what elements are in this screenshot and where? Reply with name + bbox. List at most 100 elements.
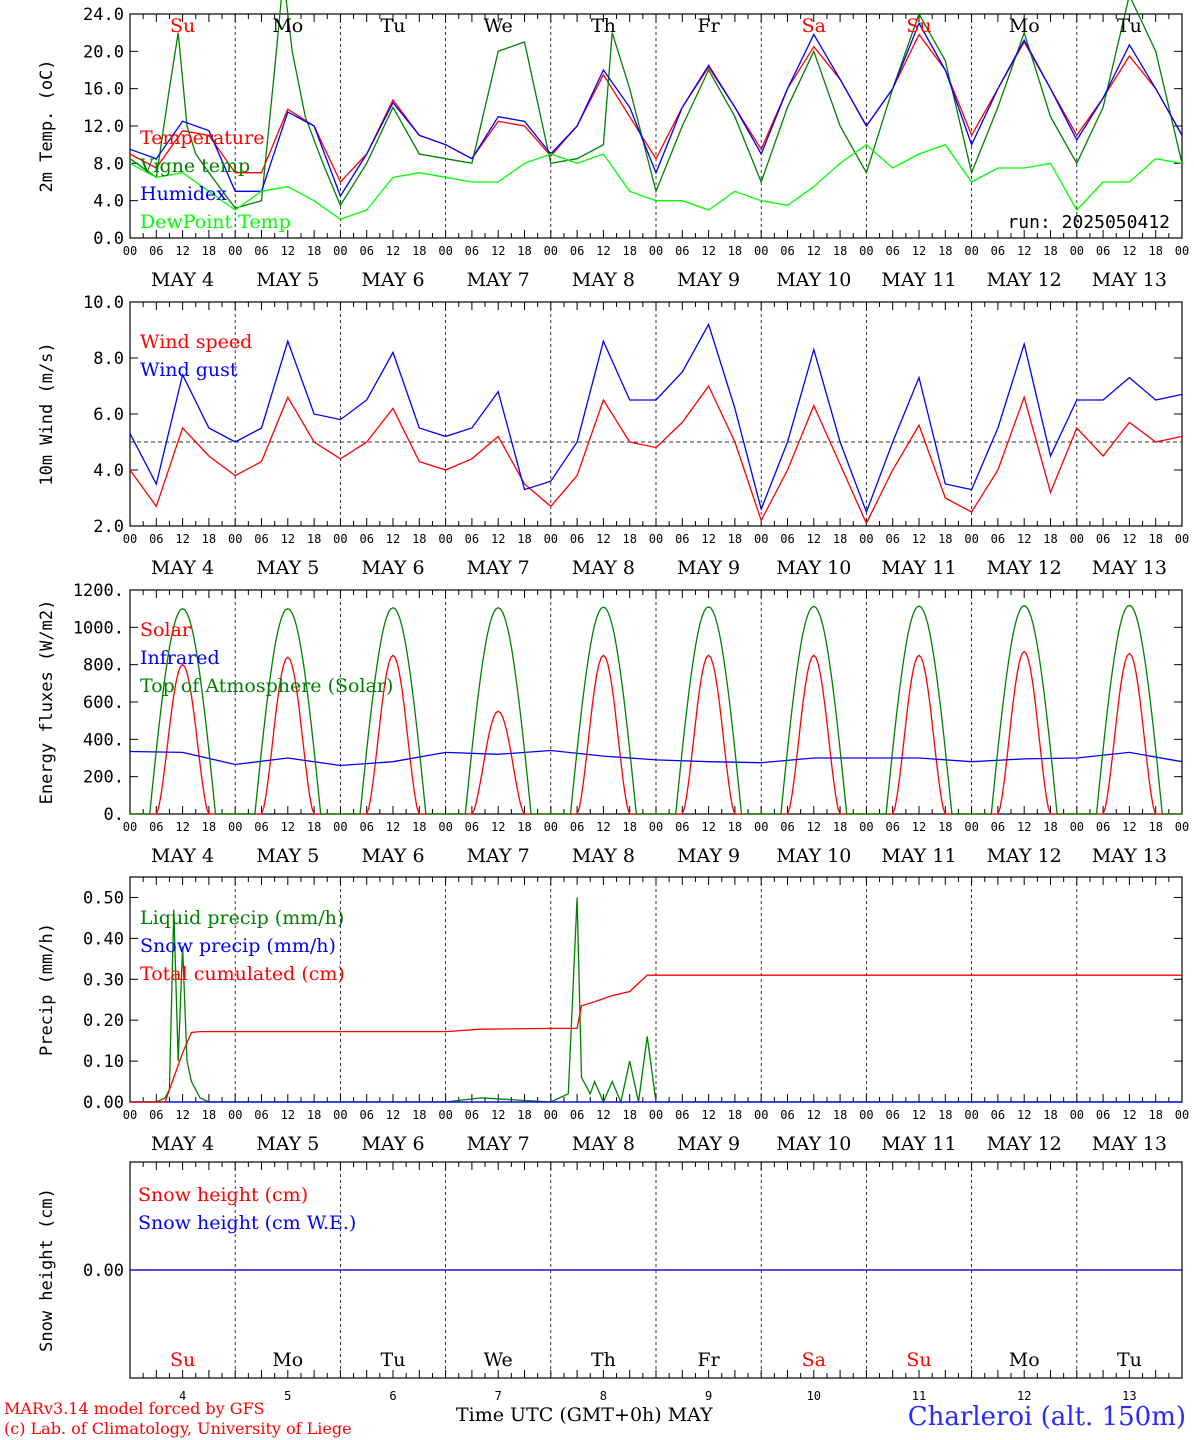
hour-tick-label: 00 bbox=[1175, 244, 1189, 258]
day-number-label: 9 bbox=[705, 1389, 712, 1403]
hour-tick-label: 06 bbox=[780, 244, 794, 258]
hour-tick-label: 12 bbox=[386, 532, 400, 546]
weekday-label: Fr bbox=[697, 1349, 720, 1371]
hour-tick-label: 18 bbox=[622, 244, 636, 258]
hour-tick-label: 06 bbox=[149, 1108, 163, 1122]
hour-tick-label: 00 bbox=[964, 244, 978, 258]
date-label: MAY 6 bbox=[361, 845, 424, 867]
hour-tick-label: 00 bbox=[1070, 1108, 1084, 1122]
hour-tick-label: 06 bbox=[254, 820, 268, 834]
hour-tick-label: 12 bbox=[175, 532, 189, 546]
hour-tick-label: 12 bbox=[281, 1108, 295, 1122]
hour-tick-label: 00 bbox=[544, 1108, 558, 1122]
y-tick-label: 8.0 bbox=[93, 154, 124, 174]
weekday-label: Su bbox=[170, 1349, 195, 1371]
hour-tick-label: 18 bbox=[622, 532, 636, 546]
legend-entry: DewPoint Temp bbox=[140, 211, 291, 233]
hour-tick-label: 18 bbox=[412, 820, 426, 834]
hour-tick-label: 00 bbox=[228, 820, 242, 834]
hour-tick-label: 12 bbox=[807, 244, 821, 258]
hour-tick-label: 06 bbox=[1096, 244, 1110, 258]
date-label: MAY 5 bbox=[256, 845, 319, 867]
y-axis-label: 10m Wind (m/s) bbox=[37, 342, 57, 485]
hour-tick-label: 12 bbox=[596, 532, 610, 546]
date-label: MAY 10 bbox=[776, 269, 851, 291]
hour-tick-label: 18 bbox=[728, 820, 742, 834]
panel-frame bbox=[129, 301, 1183, 527]
hour-tick-label: 18 bbox=[938, 1108, 952, 1122]
hour-tick-label: 06 bbox=[149, 244, 163, 258]
date-label: MAY 13 bbox=[1092, 845, 1167, 867]
hour-tick-label: 00 bbox=[1175, 532, 1189, 546]
weekday-label: Su bbox=[170, 15, 195, 37]
weekday-label: We bbox=[484, 1349, 513, 1371]
panel-frame bbox=[129, 13, 1183, 239]
hour-tick-label: 00 bbox=[1070, 820, 1084, 834]
hour-tick-label: 00 bbox=[228, 244, 242, 258]
hour-tick-label: 12 bbox=[596, 820, 610, 834]
hour-tick-label: 00 bbox=[438, 820, 452, 834]
legend-entry: Infrared bbox=[140, 647, 220, 669]
hour-tick-label: 00 bbox=[228, 532, 242, 546]
hour-tick-label: 12 bbox=[596, 1108, 610, 1122]
panel-2: 2.0 4.0 6.0 8.0 10.0 10m Wind (m/s) Wind speed… bbox=[37, 293, 1189, 579]
weekday-label: Th bbox=[591, 15, 616, 37]
y-tick-label: 800. bbox=[83, 656, 124, 676]
weekday-label: Fr bbox=[697, 15, 720, 37]
hour-tick-label: 12 bbox=[386, 820, 400, 834]
date-label: MAY 9 bbox=[677, 557, 740, 579]
hour-tick-label: 06 bbox=[570, 244, 584, 258]
hour-tick-label: 12 bbox=[281, 820, 295, 834]
hour-tick-label: 12 bbox=[175, 1108, 189, 1122]
weekday-label: Sa bbox=[802, 15, 826, 37]
y-tick-label: 4.0 bbox=[93, 192, 124, 212]
y-tick-label: 0.30 bbox=[83, 970, 124, 990]
hour-tick-label: 18 bbox=[938, 532, 952, 546]
hour-tick-label: 00 bbox=[964, 1108, 978, 1122]
hour-tick-label: 18 bbox=[517, 532, 531, 546]
y-tick-label: 8.0 bbox=[93, 349, 124, 369]
date-label: MAY 6 bbox=[361, 557, 424, 579]
day-number-label: 8 bbox=[600, 1389, 607, 1403]
date-label: MAY 4 bbox=[151, 1133, 214, 1155]
hour-tick-label: 06 bbox=[465, 532, 479, 546]
legend-entry: Snow height (cm W.E.) bbox=[138, 1212, 356, 1234]
series-line-wind-speed bbox=[129, 384, 1183, 525]
hour-tick-label: 06 bbox=[254, 1108, 268, 1122]
hour-tick-label: 18 bbox=[517, 820, 531, 834]
hour-tick-label: 18 bbox=[622, 1108, 636, 1122]
y-tick-label: 10.0 bbox=[83, 293, 124, 313]
y-tick-label: 16.0 bbox=[83, 80, 124, 100]
date-label: MAY 11 bbox=[881, 845, 956, 867]
hour-tick-label: 06 bbox=[465, 244, 479, 258]
weekday-label: Tu bbox=[381, 1349, 406, 1371]
hour-tick-label: 06 bbox=[991, 1108, 1005, 1122]
date-label: MAY 8 bbox=[572, 269, 635, 291]
hour-tick-label: 00 bbox=[964, 820, 978, 834]
hour-tick-label: 12 bbox=[386, 1108, 400, 1122]
day-number-label: 7 bbox=[495, 1389, 502, 1403]
hour-tick-label: 06 bbox=[359, 1108, 373, 1122]
hour-tick-label: 00 bbox=[228, 1108, 242, 1122]
series-line-wind-gust bbox=[129, 322, 1183, 514]
y-tick-label: 0. bbox=[104, 805, 124, 825]
hour-tick-label: 06 bbox=[885, 532, 899, 546]
hour-tick-label: 18 bbox=[728, 1108, 742, 1122]
hour-tick-label: 18 bbox=[412, 1108, 426, 1122]
hour-tick-label: 18 bbox=[412, 532, 426, 546]
hour-tick-label: 00 bbox=[859, 244, 873, 258]
y-tick-label: 4.0 bbox=[93, 461, 124, 481]
hour-tick-label: 00 bbox=[754, 532, 768, 546]
hour-tick-label: 06 bbox=[780, 820, 794, 834]
hour-tick-label: 06 bbox=[570, 532, 584, 546]
y-axis-label: Precip (mm/h) bbox=[37, 923, 57, 1056]
date-label: MAY 7 bbox=[467, 845, 530, 867]
hour-tick-label: 18 bbox=[307, 1108, 321, 1122]
series-line-total-cumulated-cm bbox=[130, 974, 1182, 1103]
hour-tick-label: 12 bbox=[281, 244, 295, 258]
copyright-credit: (c) Lab. of Climatology, University of L… bbox=[4, 1419, 352, 1438]
date-label: MAY 13 bbox=[1092, 557, 1167, 579]
legend-entry: Total cumulated (cm) bbox=[140, 963, 345, 985]
date-label: MAY 8 bbox=[572, 557, 635, 579]
